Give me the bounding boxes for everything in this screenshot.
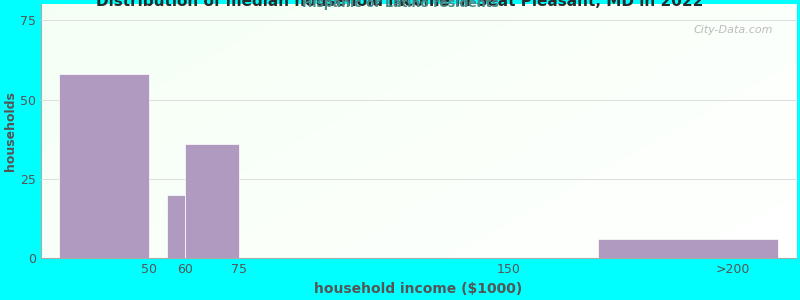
Bar [598,239,778,258]
X-axis label: household income ($1000): household income ($1000) [314,282,522,296]
Text: Distribution of median household income in Seat Pleasant, MD in 2022: Distribution of median household income … [96,0,704,8]
Text: Hispanic or Latino residents: Hispanic or Latino residents [302,0,498,10]
Bar [185,144,238,258]
Bar [166,195,185,258]
Y-axis label: households: households [4,92,17,171]
Bar [58,74,149,258]
Text: City-Data.com: City-Data.com [694,25,773,34]
